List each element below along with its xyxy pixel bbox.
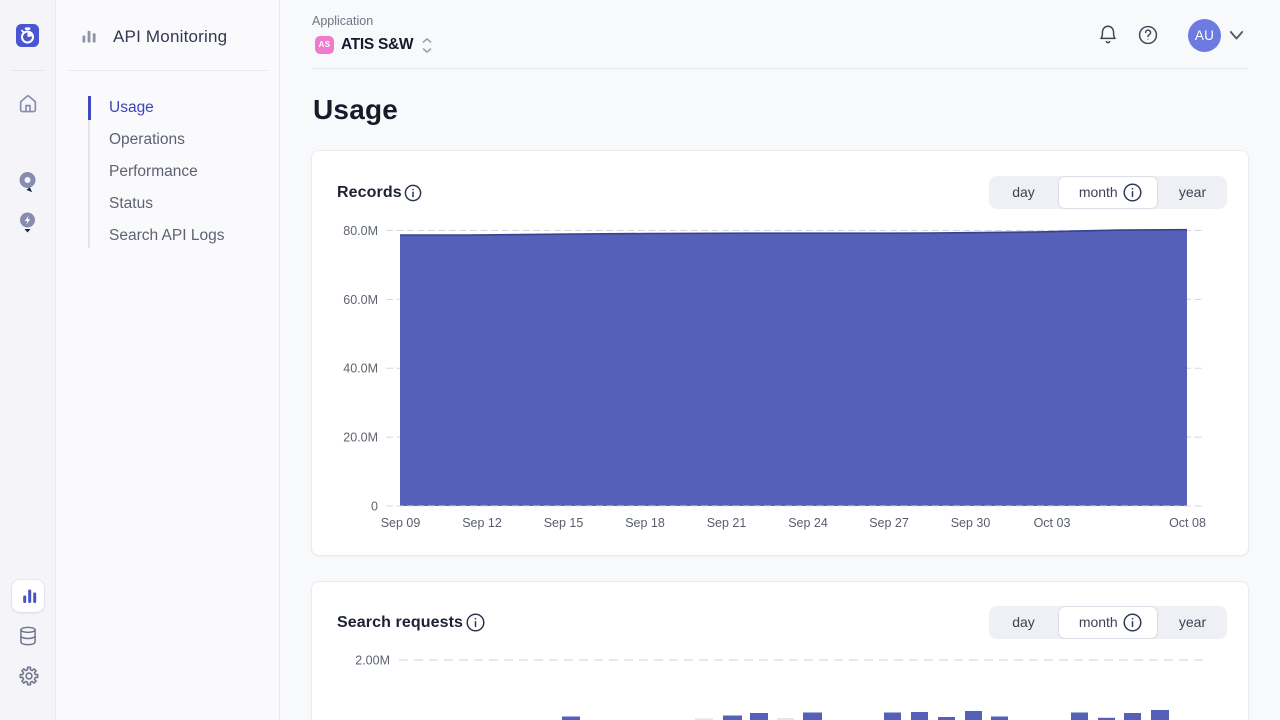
svg-text:Sep 18: Sep 18 — [625, 516, 665, 530]
svg-text:Sep 27: Sep 27 — [869, 516, 909, 530]
svg-text:0: 0 — [371, 500, 378, 514]
svg-text:2.00M: 2.00M — [355, 654, 390, 668]
svg-text:Sep 21: Sep 21 — [707, 516, 747, 530]
svg-text:Sep 12: Sep 12 — [462, 516, 502, 530]
svg-text:Oct 08: Oct 08 — [1169, 516, 1206, 530]
svg-text:Sep 09: Sep 09 — [381, 516, 421, 530]
svg-text:Oct 03: Oct 03 — [1034, 516, 1071, 530]
svg-text:Sep 15: Sep 15 — [544, 516, 584, 530]
svg-text:80.0M: 80.0M — [343, 224, 378, 238]
svg-text:Sep 24: Sep 24 — [788, 516, 828, 530]
svg-text:40.0M: 40.0M — [343, 362, 378, 376]
svg-text:Sep 30: Sep 30 — [951, 516, 991, 530]
svg-text:60.0M: 60.0M — [343, 293, 378, 307]
svg-text:20.0M: 20.0M — [343, 431, 378, 445]
